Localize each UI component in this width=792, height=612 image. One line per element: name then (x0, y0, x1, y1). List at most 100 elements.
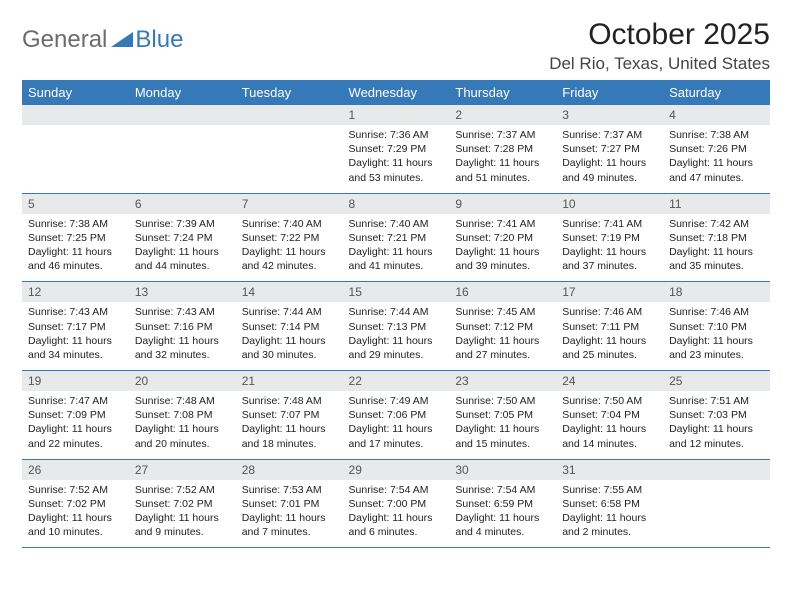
page-header: General Blue October 2025 Del Rio, Texas… (22, 18, 770, 74)
day-number: 23 (449, 371, 556, 391)
calendar-table: SundayMondayTuesdayWednesdayThursdayFrid… (22, 80, 770, 548)
day-content-empty (236, 125, 343, 185)
day-number: 18 (663, 282, 770, 302)
calendar-cell: 23Sunrise: 7:50 AMSunset: 7:05 PMDayligh… (449, 371, 556, 460)
day-number-empty (22, 105, 129, 125)
day-number: 13 (129, 282, 236, 302)
calendar-week-row: 1Sunrise: 7:36 AMSunset: 7:29 PMDaylight… (22, 105, 770, 193)
calendar-cell: 4Sunrise: 7:38 AMSunset: 7:26 PMDaylight… (663, 105, 770, 193)
day-content: Sunrise: 7:47 AMSunset: 7:09 PMDaylight:… (22, 391, 129, 459)
day-number: 4 (663, 105, 770, 125)
day-number: 19 (22, 371, 129, 391)
weekday-header: Friday (556, 80, 663, 105)
day-number: 26 (22, 460, 129, 480)
day-content: Sunrise: 7:41 AMSunset: 7:19 PMDaylight:… (556, 214, 663, 282)
day-number: 22 (343, 371, 450, 391)
day-number: 20 (129, 371, 236, 391)
logo-text-general: General (22, 26, 107, 54)
day-content: Sunrise: 7:48 AMSunset: 7:08 PMDaylight:… (129, 391, 236, 459)
day-content: Sunrise: 7:36 AMSunset: 7:29 PMDaylight:… (343, 125, 450, 193)
day-content: Sunrise: 7:44 AMSunset: 7:13 PMDaylight:… (343, 302, 450, 370)
calendar-cell: 25Sunrise: 7:51 AMSunset: 7:03 PMDayligh… (663, 371, 770, 460)
calendar-cell: 31Sunrise: 7:55 AMSunset: 6:58 PMDayligh… (556, 459, 663, 548)
calendar-cell (22, 105, 129, 193)
day-number-empty (129, 105, 236, 125)
calendar-cell: 2Sunrise: 7:37 AMSunset: 7:28 PMDaylight… (449, 105, 556, 193)
day-content: Sunrise: 7:52 AMSunset: 7:02 PMDaylight:… (129, 480, 236, 548)
day-number: 2 (449, 105, 556, 125)
calendar-cell: 8Sunrise: 7:40 AMSunset: 7:21 PMDaylight… (343, 193, 450, 282)
day-number: 11 (663, 194, 770, 214)
calendar-cell: 27Sunrise: 7:52 AMSunset: 7:02 PMDayligh… (129, 459, 236, 548)
day-number: 21 (236, 371, 343, 391)
calendar-week-row: 12Sunrise: 7:43 AMSunset: 7:17 PMDayligh… (22, 282, 770, 371)
weekday-header: Monday (129, 80, 236, 105)
calendar-cell: 18Sunrise: 7:46 AMSunset: 7:10 PMDayligh… (663, 282, 770, 371)
calendar-cell: 15Sunrise: 7:44 AMSunset: 7:13 PMDayligh… (343, 282, 450, 371)
day-number: 3 (556, 105, 663, 125)
day-number: 25 (663, 371, 770, 391)
calendar-cell: 1Sunrise: 7:36 AMSunset: 7:29 PMDaylight… (343, 105, 450, 193)
calendar-cell (129, 105, 236, 193)
logo-text-blue: Blue (135, 26, 183, 54)
day-number-empty (236, 105, 343, 125)
day-content-empty (663, 480, 770, 540)
calendar-cell: 28Sunrise: 7:53 AMSunset: 7:01 PMDayligh… (236, 459, 343, 548)
weekday-header: Tuesday (236, 80, 343, 105)
calendar-week-row: 5Sunrise: 7:38 AMSunset: 7:25 PMDaylight… (22, 193, 770, 282)
day-content: Sunrise: 7:50 AMSunset: 7:04 PMDaylight:… (556, 391, 663, 459)
calendar-cell: 26Sunrise: 7:52 AMSunset: 7:02 PMDayligh… (22, 459, 129, 548)
day-number: 10 (556, 194, 663, 214)
calendar-cell: 9Sunrise: 7:41 AMSunset: 7:20 PMDaylight… (449, 193, 556, 282)
day-number: 6 (129, 194, 236, 214)
day-number: 12 (22, 282, 129, 302)
day-content: Sunrise: 7:43 AMSunset: 7:16 PMDaylight:… (129, 302, 236, 370)
day-number: 28 (236, 460, 343, 480)
calendar-cell (663, 459, 770, 548)
calendar-cell: 5Sunrise: 7:38 AMSunset: 7:25 PMDaylight… (22, 193, 129, 282)
calendar-cell: 14Sunrise: 7:44 AMSunset: 7:14 PMDayligh… (236, 282, 343, 371)
calendar-cell: 10Sunrise: 7:41 AMSunset: 7:19 PMDayligh… (556, 193, 663, 282)
day-content: Sunrise: 7:54 AMSunset: 7:00 PMDaylight:… (343, 480, 450, 548)
calendar-cell: 17Sunrise: 7:46 AMSunset: 7:11 PMDayligh… (556, 282, 663, 371)
calendar-cell: 21Sunrise: 7:48 AMSunset: 7:07 PMDayligh… (236, 371, 343, 460)
month-title: October 2025 (549, 18, 770, 52)
day-number: 7 (236, 194, 343, 214)
day-number: 29 (343, 460, 450, 480)
calendar-cell: 16Sunrise: 7:45 AMSunset: 7:12 PMDayligh… (449, 282, 556, 371)
day-content: Sunrise: 7:39 AMSunset: 7:24 PMDaylight:… (129, 214, 236, 282)
day-content: Sunrise: 7:45 AMSunset: 7:12 PMDaylight:… (449, 302, 556, 370)
day-content: Sunrise: 7:46 AMSunset: 7:11 PMDaylight:… (556, 302, 663, 370)
calendar-cell: 12Sunrise: 7:43 AMSunset: 7:17 PMDayligh… (22, 282, 129, 371)
day-content-empty (129, 125, 236, 185)
day-content: Sunrise: 7:37 AMSunset: 7:28 PMDaylight:… (449, 125, 556, 193)
day-content: Sunrise: 7:52 AMSunset: 7:02 PMDaylight:… (22, 480, 129, 548)
day-number: 31 (556, 460, 663, 480)
weekday-header-row: SundayMondayTuesdayWednesdayThursdayFrid… (22, 80, 770, 105)
day-content: Sunrise: 7:43 AMSunset: 7:17 PMDaylight:… (22, 302, 129, 370)
day-content: Sunrise: 7:49 AMSunset: 7:06 PMDaylight:… (343, 391, 450, 459)
calendar-cell: 3Sunrise: 7:37 AMSunset: 7:27 PMDaylight… (556, 105, 663, 193)
calendar-week-row: 19Sunrise: 7:47 AMSunset: 7:09 PMDayligh… (22, 371, 770, 460)
day-content: Sunrise: 7:50 AMSunset: 7:05 PMDaylight:… (449, 391, 556, 459)
day-content: Sunrise: 7:48 AMSunset: 7:07 PMDaylight:… (236, 391, 343, 459)
weekday-header: Saturday (663, 80, 770, 105)
calendar-body: 1Sunrise: 7:36 AMSunset: 7:29 PMDaylight… (22, 105, 770, 548)
calendar-cell: 7Sunrise: 7:40 AMSunset: 7:22 PMDaylight… (236, 193, 343, 282)
day-content: Sunrise: 7:41 AMSunset: 7:20 PMDaylight:… (449, 214, 556, 282)
calendar-cell: 19Sunrise: 7:47 AMSunset: 7:09 PMDayligh… (22, 371, 129, 460)
logo-triangle-icon (111, 29, 133, 52)
day-number: 1 (343, 105, 450, 125)
day-number: 30 (449, 460, 556, 480)
calendar-cell: 11Sunrise: 7:42 AMSunset: 7:18 PMDayligh… (663, 193, 770, 282)
calendar-cell: 29Sunrise: 7:54 AMSunset: 7:00 PMDayligh… (343, 459, 450, 548)
day-number: 8 (343, 194, 450, 214)
calendar-cell: 13Sunrise: 7:43 AMSunset: 7:16 PMDayligh… (129, 282, 236, 371)
weekday-header: Thursday (449, 80, 556, 105)
day-number-empty (663, 460, 770, 480)
day-number: 9 (449, 194, 556, 214)
day-number: 27 (129, 460, 236, 480)
weekday-header: Sunday (22, 80, 129, 105)
day-content: Sunrise: 7:51 AMSunset: 7:03 PMDaylight:… (663, 391, 770, 459)
logo: General Blue (22, 18, 183, 54)
